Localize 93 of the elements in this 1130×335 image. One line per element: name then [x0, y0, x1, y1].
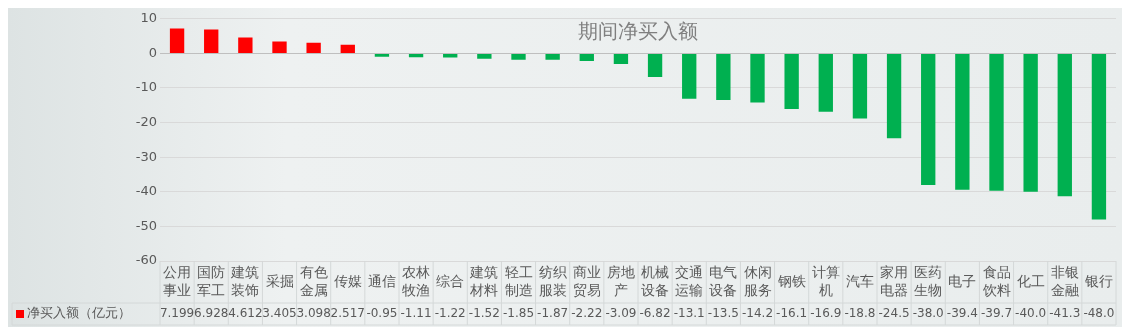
x-tick-label: 非银金融 — [1050, 263, 1079, 298]
bar — [647, 53, 663, 77]
x-tick-label: 化工 — [1016, 272, 1045, 289]
x-tick-label: 建筑装饰 — [230, 263, 260, 298]
data-label: -38.0 — [912, 306, 944, 321]
y-tick-label: -60 — [135, 252, 157, 268]
x-tick-label: 传媒 — [333, 272, 362, 289]
y-tick-label: -10 — [135, 79, 157, 95]
x-tick-label: 纺织服装 — [538, 263, 567, 298]
data-label: -18.8 — [844, 306, 876, 321]
bar — [852, 53, 868, 119]
y-tick-label: 10 — [140, 10, 157, 26]
x-tick-label: 综合 — [436, 272, 465, 289]
data-label: -16.9 — [810, 306, 842, 321]
data-label: -48.0 — [1083, 306, 1115, 321]
x-tick-label: 公用事业 — [163, 263, 192, 298]
x-tick-label: 电子 — [948, 272, 977, 289]
bar — [169, 28, 185, 53]
bar — [306, 42, 321, 53]
data-label: -16.1 — [776, 306, 808, 321]
x-tick-label: 休闲服务 — [743, 263, 772, 298]
chart-title: 期间净买入额 — [578, 19, 698, 43]
bar — [1091, 53, 1107, 220]
bar — [1057, 53, 1072, 197]
bar — [921, 53, 936, 185]
data-label: -2.22 — [571, 306, 603, 321]
bar — [579, 53, 594, 62]
bar — [511, 53, 526, 60]
x-tick-label: 机械设备 — [641, 263, 670, 298]
bar — [716, 53, 731, 101]
bar — [886, 53, 902, 139]
data-label: -0.95 — [366, 306, 398, 321]
data-label: -3.09 — [605, 306, 637, 321]
data-label: -39.7 — [980, 306, 1013, 321]
data-label: 4.612 — [228, 306, 263, 321]
x-tick-label: 建筑材料 — [469, 263, 499, 298]
x-tick-label: 有色金属 — [299, 263, 328, 298]
data-label: -14.2 — [741, 306, 774, 321]
data-label: -40.0 — [1015, 306, 1047, 321]
y-tick-label: 0 — [148, 44, 157, 60]
x-tick-label: 商业贸易 — [572, 263, 601, 298]
data-label: -1.52 — [468, 306, 500, 321]
x-tick-label: 汽车 — [845, 272, 874, 289]
x-tick-label: 电气设备 — [709, 263, 738, 298]
x-tick-label: 农林牧渔 — [402, 263, 431, 298]
x-tick-label: 国防军工 — [197, 263, 226, 298]
data-label: 2.517 — [330, 306, 365, 321]
x-tick-label: 轻工制造 — [504, 263, 533, 298]
bar — [955, 53, 970, 190]
data-label: -24.5 — [878, 306, 910, 321]
bar — [443, 53, 458, 58]
bar — [340, 44, 355, 53]
x-tick-label: 银行 — [1083, 272, 1113, 289]
bar — [238, 37, 253, 53]
data-label: -1.22 — [434, 306, 466, 321]
data-label: -13.5 — [707, 306, 739, 321]
x-tick-label: 医药生物 — [914, 263, 943, 298]
data-label: -1.11 — [400, 306, 432, 321]
data-label: -1.85 — [502, 306, 535, 321]
x-tick-label: 钢铁 — [776, 272, 806, 289]
y-tick-label: -50 — [135, 217, 157, 233]
bar — [374, 53, 390, 57]
bar — [272, 41, 287, 53]
bar — [784, 53, 799, 110]
data-label: -6.82 — [639, 306, 671, 321]
y-tick-label: -30 — [135, 148, 157, 164]
x-tick-label: 家用电器 — [880, 263, 909, 298]
bar — [818, 53, 833, 112]
bar — [545, 53, 560, 60]
data-label: -13.1 — [673, 306, 705, 321]
bar — [750, 53, 765, 103]
x-tick-label: 交通运输 — [675, 263, 704, 298]
data-label: 3.098 — [296, 306, 331, 321]
bar — [989, 53, 1004, 191]
data-label: -41.3 — [1049, 306, 1081, 321]
data-label: -39.4 — [946, 306, 978, 321]
data-label: 7.199 — [159, 306, 195, 321]
x-tick-label: 计算机 — [811, 263, 840, 298]
bar — [204, 29, 219, 53]
x-tick-label: 食品饮料 — [981, 263, 1011, 298]
legend-label: 净买入额（亿元） — [27, 305, 131, 321]
y-tick-label: -40 — [135, 183, 157, 199]
y-tick-label: -20 — [135, 113, 157, 129]
x-tick-label: 房地产 — [606, 263, 635, 298]
bar — [682, 53, 697, 99]
x-tick-label: 通信 — [367, 272, 396, 289]
data-label: 3.405 — [262, 306, 297, 321]
data-label: 6.928 — [194, 306, 229, 321]
bar — [1023, 53, 1038, 192]
bar — [477, 53, 492, 59]
data-label: -1.87 — [537, 306, 569, 321]
x-tick-label: 采掘 — [265, 272, 294, 289]
bar — [613, 53, 629, 65]
